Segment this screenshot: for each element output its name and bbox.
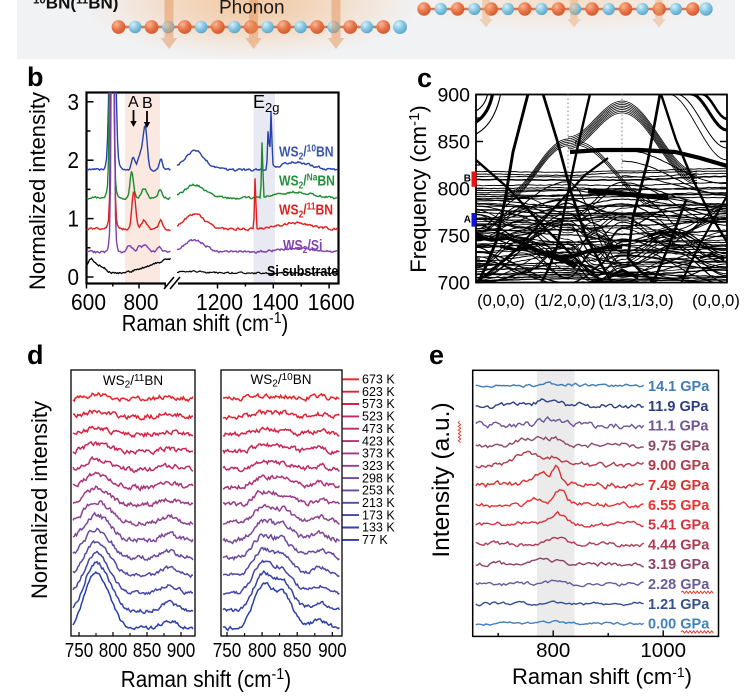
svg-text:213 K: 213 K — [362, 496, 395, 510]
svg-text:2: 2 — [68, 147, 80, 173]
svg-text:0: 0 — [68, 264, 80, 290]
svg-text:750: 750 — [213, 640, 242, 662]
svg-text:700: 700 — [437, 273, 470, 295]
svg-text:1200: 1200 — [196, 289, 243, 315]
svg-text:14.1 GPa: 14.1 GPa — [648, 379, 710, 395]
svg-text:d: d — [27, 340, 44, 370]
svg-text:0.00 GPa: 0.00 GPa — [648, 617, 710, 633]
svg-text:750: 750 — [437, 226, 470, 248]
svg-text:c: c — [417, 63, 432, 93]
svg-text:e: e — [429, 340, 444, 370]
svg-text:1600: 1600 — [308, 289, 355, 315]
svg-text:Frequency (cm-1): Frequency (cm-1) — [406, 105, 431, 272]
svg-text:900: 900 — [167, 640, 196, 662]
svg-text:373 K: 373 K — [362, 447, 395, 461]
svg-text:900: 900 — [437, 85, 470, 107]
svg-text:1400: 1400 — [252, 289, 299, 315]
svg-text:7.49 GPa: 7.49 GPa — [648, 478, 710, 494]
svg-text:9.00 GPa: 9.00 GPa — [648, 458, 710, 474]
svg-text:173 K: 173 K — [362, 508, 395, 522]
svg-text:298 K: 298 K — [362, 471, 395, 485]
svg-text:133 K: 133 K — [362, 521, 395, 535]
svg-text:A: A — [128, 94, 139, 111]
svg-text:11.9 GPa: 11.9 GPa — [648, 399, 709, 415]
svg-text:850: 850 — [133, 640, 162, 662]
svg-text:4.44 GPa: 4.44 GPa — [648, 537, 710, 553]
svg-text:800: 800 — [99, 640, 128, 662]
svg-text:Phonon: Phonon — [219, 0, 285, 19]
svg-text:Raman shift (cm-1): Raman shift (cm-1) — [122, 309, 289, 336]
svg-text:1000: 1000 — [640, 639, 686, 662]
svg-text:A: A — [464, 215, 471, 226]
svg-text:600: 600 — [71, 289, 106, 315]
svg-text:11.1 GPa: 11.1 GPa — [648, 419, 709, 435]
svg-text:423 K: 423 K — [362, 434, 395, 448]
svg-text:800: 800 — [437, 179, 470, 201]
svg-text:1.21 GPa: 1.21 GPa — [648, 597, 710, 613]
svg-text:(0,0,0): (0,0,0) — [477, 292, 525, 310]
svg-text:573 K: 573 K — [362, 397, 395, 411]
svg-text:(1/3,1/3,0): (1/3,1/3,0) — [598, 292, 673, 310]
svg-text:323 K: 323 K — [362, 459, 395, 473]
svg-text:10BN(11BN): 10BN(11BN) — [33, 0, 118, 13]
svg-text:Intensity (a.u.): Intensity (a.u.) — [428, 402, 455, 557]
svg-text:WS2/11BN: WS2/11BN — [103, 373, 163, 391]
svg-text:800: 800 — [536, 639, 570, 662]
svg-text:2.28 GPa: 2.28 GPa — [648, 577, 710, 593]
svg-text:850: 850 — [437, 132, 470, 154]
svg-text:(1/2,0,0): (1/2,0,0) — [534, 292, 595, 310]
svg-text:WS2/10BN: WS2/10BN — [279, 143, 334, 162]
svg-text:b: b — [27, 62, 44, 92]
svg-text:(0,0,0): (0,0,0) — [692, 292, 740, 310]
svg-text:473 K: 473 K — [362, 422, 395, 436]
svg-text:Raman shift (cm-1): Raman shift (cm-1) — [512, 664, 692, 689]
svg-text:Si substrate: Si substrate — [267, 263, 339, 279]
svg-text:Raman shift (cm-1): Raman shift (cm-1) — [121, 665, 291, 692]
svg-text:WS2/10BN: WS2/10BN — [251, 372, 312, 390]
svg-text:523 K: 523 K — [362, 410, 395, 424]
svg-text:800: 800 — [248, 640, 277, 662]
svg-text:3.19 GPa: 3.19 GPa — [648, 557, 710, 573]
svg-text:Normalized intensity: Normalized intensity — [25, 92, 50, 290]
svg-text:77 K: 77 K — [362, 533, 388, 547]
svg-text:253 K: 253 K — [362, 484, 395, 498]
svg-text:9.75 GPa: 9.75 GPa — [648, 438, 710, 454]
svg-text:WS2/NaBN: WS2/NaBN — [279, 172, 335, 191]
svg-text:673 K: 673 K — [362, 373, 395, 387]
svg-text:6.55 GPa: 6.55 GPa — [648, 498, 710, 514]
svg-text:800: 800 — [124, 289, 159, 315]
svg-text:Normalized intensity: Normalized intensity — [27, 401, 52, 599]
svg-text:1: 1 — [68, 206, 80, 232]
svg-text:900: 900 — [318, 640, 347, 662]
svg-text:623 K: 623 K — [362, 385, 395, 399]
svg-text:5.41 GPa: 5.41 GPa — [648, 518, 710, 534]
svg-text:750: 750 — [65, 640, 94, 662]
svg-text:850: 850 — [283, 640, 312, 662]
svg-text:3: 3 — [68, 89, 80, 115]
svg-text:B: B — [464, 174, 471, 185]
svg-text:WS2/11BN: WS2/11BN — [279, 201, 333, 220]
svg-text:WS2/Si: WS2/Si — [283, 237, 322, 256]
svg-text:B: B — [142, 95, 153, 112]
